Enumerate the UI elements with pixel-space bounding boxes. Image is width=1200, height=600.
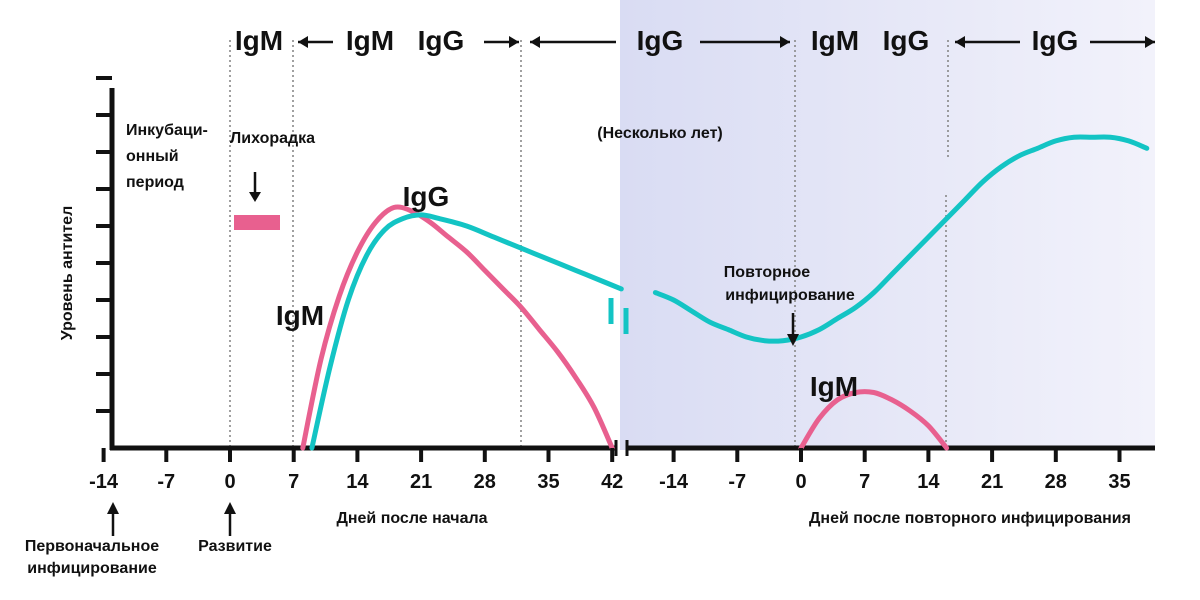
- break-label: (Несколько лет): [597, 125, 722, 142]
- svg-text:Инкубаци-: Инкубаци-: [126, 122, 208, 139]
- x-tick-label: 7: [859, 471, 870, 493]
- top-label-igm: IgM: [811, 25, 859, 56]
- top-label-igm: IgM: [235, 25, 283, 56]
- x-tick-label: 14: [346, 471, 369, 493]
- top-label-igg: IgG: [883, 25, 930, 56]
- x-tick-label: 14: [917, 471, 940, 493]
- phase-dividers: [229, 40, 949, 448]
- curve-igg-primary: [309, 212, 624, 451]
- curve-label-igg-primary: IgG: [403, 181, 450, 212]
- svg-text:инфицирование: инфицирование: [725, 287, 855, 304]
- left-arrow-icon: [955, 36, 1020, 48]
- y-axis-label: Уровень антител: [59, 206, 76, 341]
- x-tick-label: 28: [1045, 471, 1067, 493]
- top-label-igg: IgG: [637, 25, 684, 56]
- curve-igm-primary: [300, 204, 615, 451]
- svg-text:онный: онный: [126, 148, 179, 165]
- reinfection-panel-background: [620, 0, 1155, 450]
- x-tick-label: 42: [601, 471, 623, 493]
- curve-label-igm-primary: IgM: [276, 300, 324, 331]
- x-tick-label: -7: [157, 471, 175, 493]
- left-arrow-icon: [530, 36, 616, 48]
- x-tick-label: -14: [89, 471, 119, 493]
- svg-text:Первоначальное: Первоначальное: [25, 538, 159, 555]
- top-label-igg: IgG: [418, 25, 465, 56]
- axes: [96, 76, 1155, 456]
- curve-igm-secondary: [798, 389, 950, 451]
- svg-text:инфицирование: инфицирование: [27, 560, 157, 577]
- x-tick-label: 35: [537, 471, 559, 493]
- x-tick-label: -14: [659, 471, 689, 493]
- right-arrow-icon: [484, 36, 519, 48]
- fever-bar: [234, 215, 280, 230]
- right-arrow-icon: [700, 36, 790, 48]
- reinfection-label: Повторное инфицирование: [724, 264, 855, 304]
- fever-arrow-icon: [249, 172, 261, 202]
- curve-igg-secondary: [652, 134, 1150, 344]
- x-axis-label-primary: Дней после начала: [336, 510, 487, 527]
- x-tick-label: 21: [410, 471, 432, 493]
- x-axis-label-secondary: Дней после повторного инфицирования: [809, 510, 1131, 527]
- initial-infection-arrow-icon: [107, 502, 119, 536]
- x-tick-label: 28: [474, 471, 496, 493]
- right-arrow-icon: [1090, 36, 1155, 48]
- x-tick-label: 7: [288, 471, 299, 493]
- reinfection-arrow-icon: [787, 313, 799, 346]
- onset-label: Развитие: [198, 538, 272, 555]
- left-arrow-icon: [298, 36, 333, 48]
- top-label-igg: IgG: [1032, 25, 1079, 56]
- top-label-igm: IgM: [346, 25, 394, 56]
- x-tick-label: 0: [795, 471, 806, 493]
- fever-label: Лихорадка: [230, 130, 315, 147]
- x-tick-label: -7: [728, 471, 746, 493]
- incubation-label: Инкубаци- онный период: [126, 122, 208, 191]
- top-phase-row: IgM IgM IgG IgG IgM IgG IgG: [235, 25, 1155, 56]
- x-tick-label: 35: [1108, 471, 1130, 493]
- x-tick-label: 0: [224, 471, 235, 493]
- svg-text:период: период: [126, 174, 184, 191]
- svg-text:Повторное: Повторное: [724, 264, 811, 281]
- curves: [300, 134, 1150, 451]
- x-tick-labels: -14 -7 0 7 14 21 28 35 42 -14 -7 0 7 14 21 28 35: [89, 448, 1131, 493]
- x-tick-label: 21: [981, 471, 1003, 493]
- curve-label-igm-secondary: IgM: [810, 371, 858, 402]
- onset-arrow-icon: [224, 502, 236, 536]
- initial-infection-label: Первоначальное инфицирование: [25, 538, 159, 577]
